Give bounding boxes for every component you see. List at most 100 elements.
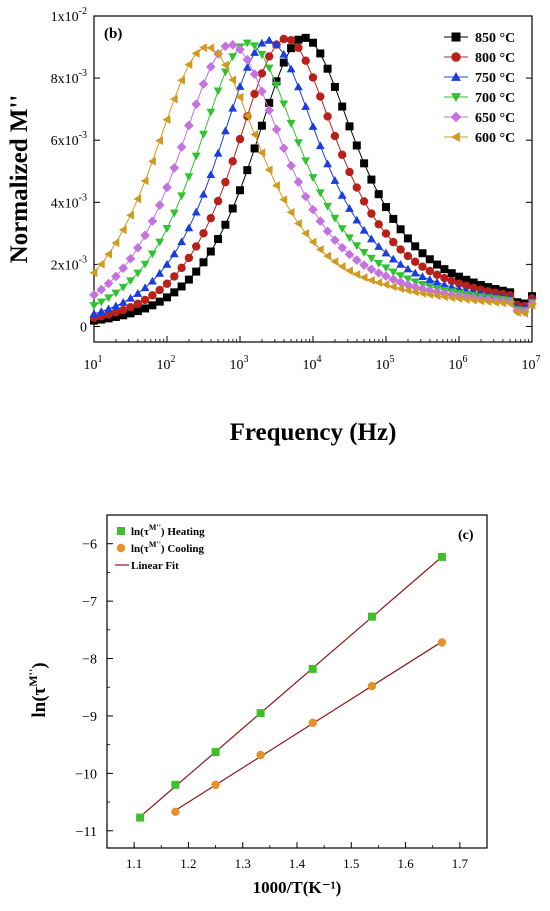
data-point — [264, 165, 273, 175]
data-point — [469, 278, 478, 287]
data-point — [308, 73, 318, 82]
data-point — [257, 121, 266, 130]
data-point — [141, 304, 150, 313]
x-tick-label-exp-b: 3 — [244, 354, 249, 365]
data-point — [228, 75, 237, 85]
data-point — [249, 69, 260, 79]
x-tick-label-c: 1.7 — [452, 856, 469, 871]
data-point — [250, 144, 259, 153]
data-point — [389, 237, 398, 247]
data-point — [527, 300, 536, 310]
data-point — [418, 288, 426, 298]
data-point — [228, 204, 237, 213]
data-point — [126, 309, 135, 318]
data-point — [359, 249, 369, 257]
data-point — [103, 278, 114, 289]
data-point — [89, 290, 99, 300]
series-700C — [89, 39, 537, 315]
data-point — [337, 242, 347, 253]
data-point — [345, 122, 354, 131]
x-tick-label-base-b: 10 — [230, 358, 244, 373]
data-point — [221, 177, 230, 187]
legend-marker-b — [451, 93, 461, 102]
series-cooling — [171, 638, 447, 817]
data-point — [264, 105, 274, 116]
data-point — [177, 192, 186, 201]
data-point — [257, 51, 267, 59]
data-point — [228, 103, 238, 112]
data-point — [359, 225, 369, 234]
data-point — [235, 82, 245, 90]
y-tick-label-b: 8x10-3 — [51, 68, 87, 87]
data-point — [228, 157, 237, 166]
x-tick-label-exp-b: 5 — [390, 354, 395, 365]
y-tick-label-c: −10 — [75, 767, 97, 782]
data-point — [301, 56, 310, 65]
data-point — [133, 243, 143, 253]
data-point — [491, 297, 499, 307]
legend-label-b: 600 °C — [475, 131, 515, 146]
data-point — [213, 196, 223, 206]
data-point — [104, 294, 113, 303]
data-point — [461, 295, 470, 304]
data-point — [374, 220, 383, 229]
x-ticks-b: 101 102 103 104 105 106 107 — [84, 336, 541, 373]
series-800C — [89, 34, 537, 322]
data-point — [323, 251, 331, 261]
data-point — [330, 82, 339, 91]
data-point — [425, 285, 435, 296]
data-point — [192, 267, 201, 276]
y-tick-label-b: 0 — [80, 320, 87, 335]
data-point — [367, 612, 376, 621]
data-point — [330, 257, 339, 267]
data-point — [148, 250, 157, 259]
legend-label-c: Linear Fit — [131, 560, 179, 572]
data-point — [403, 275, 413, 284]
data-point — [206, 170, 216, 178]
data-point — [184, 60, 193, 70]
data-point — [155, 297, 164, 306]
legend-label-c: ln(τM'') Cooling — [131, 540, 205, 555]
data-point — [301, 228, 310, 238]
data-point — [323, 64, 332, 73]
data-point — [352, 269, 361, 279]
data-point — [140, 283, 150, 292]
x-tick-label-c: 1.5 — [343, 856, 359, 871]
data-point — [118, 298, 128, 306]
series-b — [89, 33, 537, 325]
data-point — [308, 237, 317, 247]
data-point — [367, 254, 376, 263]
data-point — [155, 285, 164, 295]
data-point — [308, 122, 318, 130]
data-point — [250, 130, 258, 139]
y-tick-label-exp-b: -2 — [79, 6, 87, 17]
data-point — [213, 49, 222, 59]
data-point — [286, 35, 296, 45]
data-point — [345, 234, 354, 243]
data-point — [257, 38, 267, 47]
data-point — [279, 49, 289, 58]
y-tick-label-exp-b: -3 — [79, 254, 87, 265]
y-tick-label-b: 4x10-3 — [51, 192, 87, 211]
data-point — [265, 98, 274, 107]
data-point — [433, 260, 442, 269]
series-c — [136, 552, 447, 822]
data-point — [177, 263, 186, 273]
legend-label-b: 850 °C — [475, 31, 515, 46]
data-point — [447, 293, 456, 303]
fit-line-heating — [139, 556, 443, 818]
data-point — [242, 39, 252, 48]
data-point — [454, 294, 463, 304]
data-point — [111, 271, 121, 282]
data-point — [381, 280, 390, 289]
data-point — [257, 148, 266, 158]
panel-label-b: (b) — [104, 26, 122, 42]
series-850C — [90, 33, 536, 325]
data-point — [294, 139, 303, 148]
y-tick-label-exp-b: -3 — [79, 192, 87, 203]
y-axis-label-c-close: ) — [29, 662, 50, 668]
fit-lines-c — [139, 556, 443, 818]
